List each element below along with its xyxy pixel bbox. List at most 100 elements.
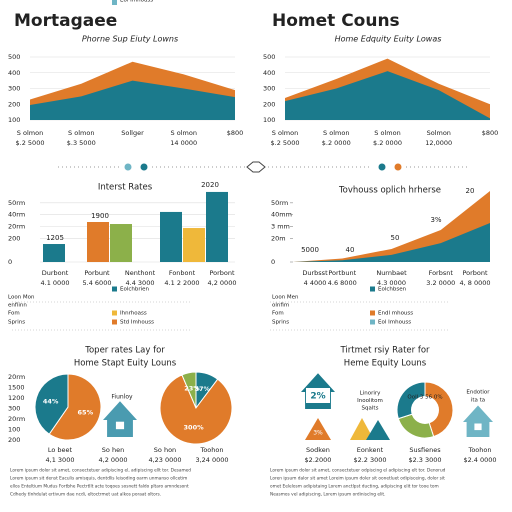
- x-tick-sublabel: 3,24 0000: [195, 456, 228, 464]
- area: [30, 80, 235, 120]
- x-tick-label: $800: [482, 129, 499, 137]
- note: ita ta: [471, 398, 485, 404]
- icon-panel: [306, 388, 330, 403]
- x-tick-label: Eonkent: [357, 446, 384, 454]
- y-tick-label: 0: [271, 258, 275, 266]
- axis-label: 20rm: [8, 415, 25, 423]
- house-window: [115, 421, 125, 430]
- annotation: 20: [466, 187, 475, 195]
- x-tick-label: S olmon: [272, 129, 298, 137]
- divider-dot: [378, 163, 386, 171]
- chart-title: Tirtmet rsiy Rater for: [339, 346, 430, 356]
- y-tick-label: 50rm: [271, 199, 288, 207]
- x-tick-sublabel: $2.2000: [305, 456, 332, 464]
- x-tick-label: Toohon: [199, 446, 223, 454]
- x-tick-sublabel: 4.6 8000: [328, 279, 357, 287]
- note: Sqalts: [362, 406, 379, 412]
- chart-title: Tovhouss oplich hrherse: [338, 186, 441, 196]
- x-tick-label: Susfienes: [409, 446, 441, 454]
- axis-label: 200: [8, 436, 20, 444]
- legend-swatch: [112, 286, 117, 292]
- legend-label: Ihnrhoass: [120, 311, 147, 317]
- y-tick-label: 300: [8, 85, 20, 93]
- x-tick-label: Durbont: [42, 269, 69, 277]
- x-tick-sublabel: 4.4 3000: [126, 279, 155, 287]
- x-tick-sublabel: 4.1 0000: [41, 279, 70, 287]
- y-tick-label: 3 mm: [271, 223, 290, 231]
- x-tick-sublabel: 3.2 0000: [426, 279, 455, 287]
- x-tick-sublabel: $.2 5000: [16, 139, 45, 147]
- side-label: olnfim: [272, 303, 289, 309]
- slice-label: 44%: [43, 398, 59, 406]
- side-label: Sprins: [8, 320, 25, 326]
- x-tick-label: Porbunt: [84, 269, 110, 277]
- chart-subtitle: Home Stapt Euity Louns: [74, 359, 177, 369]
- area: [293, 222, 490, 262]
- donut-hole: [411, 396, 439, 424]
- legend-label: Eol Imhouss: [120, 0, 153, 4]
- bar: [110, 224, 132, 262]
- x-tick-label: S olmon: [17, 129, 43, 137]
- legend-swatch: [370, 310, 375, 316]
- y-tick-label: 500: [8, 53, 20, 61]
- y-tick-label: 20rm: [8, 223, 25, 231]
- annotation: 50: [391, 234, 400, 242]
- chart-subtitle: Home Edquity Euity Lowas: [335, 35, 442, 44]
- side-label: enfiinn: [8, 303, 27, 309]
- icon-label: Fiunloy: [111, 394, 133, 401]
- pie-slice: [424, 381, 454, 438]
- legend-swatch: [370, 286, 375, 292]
- x-tick-label: S olmon: [68, 129, 94, 137]
- chart-title: Interst Rates: [98, 183, 153, 193]
- body-text: Neasmos vel adipiscing, Lorem ipsum ordi…: [270, 492, 385, 498]
- slice-label: 300%: [184, 424, 205, 432]
- side-label: Loon Mon: [8, 295, 35, 301]
- x-tick-label: Fonbont: [169, 269, 196, 277]
- axis-label: 1500: [8, 384, 25, 392]
- y-tick-label: 400: [8, 69, 20, 77]
- annotation: 1205: [46, 234, 64, 242]
- house-window: [474, 423, 482, 431]
- pie-slice: [159, 374, 233, 445]
- x-tick-label: Nurnbaet: [376, 269, 407, 277]
- body-text: omet Eelelosm adipistaing Lorem anctlpst…: [270, 484, 439, 490]
- x-tick-label: Forbsnt: [429, 269, 454, 277]
- x-tick-label: S olmon: [323, 129, 349, 137]
- x-tick-sublabel: $.3 5000: [67, 139, 96, 147]
- area: [285, 71, 490, 120]
- y-tick-label: 200: [8, 234, 20, 242]
- bar: [183, 228, 205, 262]
- x-tick-label: So hen: [102, 446, 124, 454]
- x-tick-sublabel: 14 0000: [170, 139, 197, 147]
- house-icon: [305, 418, 331, 440]
- y-tick-label: 200: [8, 100, 20, 108]
- side-label: Fom: [8, 311, 20, 317]
- body-text: Lorem ipsum dolor sit amet, consectetuer…: [10, 468, 191, 474]
- legend-swatch: [112, 319, 117, 325]
- side-label: Sprins: [272, 320, 289, 326]
- legend-label: Std Imhouss: [120, 320, 154, 326]
- x-tick-sublabel: $2.2 3000: [353, 456, 386, 464]
- y-tick-label: 500: [263, 53, 275, 61]
- page-title: Mortagaee: [14, 11, 117, 31]
- house-icon: [350, 418, 374, 440]
- divider-dot: [140, 163, 148, 171]
- legend-label: Eolchbsen: [378, 287, 407, 293]
- annotation: 1900: [91, 212, 109, 220]
- center-label: Ooll 3 56 0%: [407, 395, 442, 401]
- legend-swatch: [112, 0, 117, 5]
- body-text: Lorem ipsum dolor sit amet, consectetuer…: [270, 468, 446, 474]
- x-tick-sublabel: 4,1 3000: [46, 456, 75, 464]
- body-text: Cdhedy tlnhdulat ertivum dae ncdi, eltoc…: [10, 492, 161, 498]
- icon-label: 2%: [310, 392, 325, 402]
- y-tick-label: 400: [263, 69, 275, 77]
- chart-subtitle: Phorne Sup Eiuty Lowns: [82, 35, 178, 44]
- axis-label: 1200: [8, 394, 25, 402]
- divider-dot: [394, 163, 402, 171]
- house-icon: [463, 405, 493, 437]
- y-tick-label: 40rm: [8, 211, 25, 219]
- body-text: ellos Enteltium Mudus Fortbhe Pectrtllt …: [10, 484, 189, 490]
- bar: [160, 211, 182, 262]
- legend-swatch: [370, 319, 375, 325]
